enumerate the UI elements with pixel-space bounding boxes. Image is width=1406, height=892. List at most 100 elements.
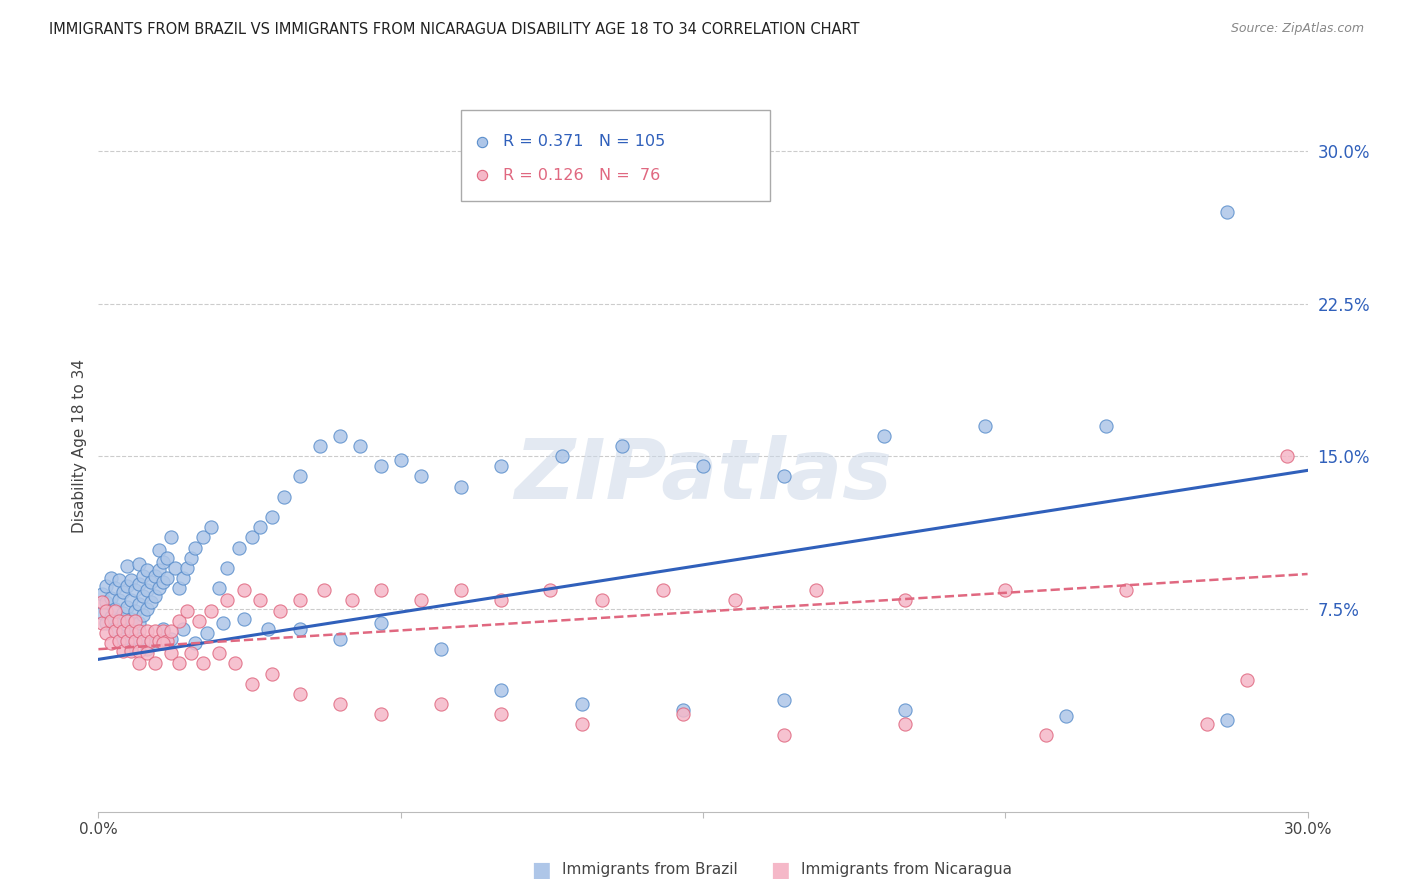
Point	[314, 583, 336, 598]
Point	[132, 607, 155, 622]
Y-axis label: Disability Age 18 to 34: Disability Age 18 to 34	[72, 359, 87, 533]
Point	[240, 677, 263, 691]
Point	[152, 624, 174, 638]
Point	[91, 595, 114, 609]
Point	[612, 439, 634, 453]
Point	[591, 593, 613, 607]
Point	[172, 622, 194, 636]
Point	[240, 530, 263, 544]
Point	[115, 558, 138, 573]
Point	[124, 614, 146, 628]
Point	[349, 439, 371, 453]
Point	[212, 615, 235, 630]
Point	[430, 642, 453, 657]
Point	[167, 581, 190, 595]
Point	[148, 581, 170, 595]
Point	[1236, 673, 1258, 687]
Point	[342, 593, 364, 607]
Point	[1195, 717, 1218, 731]
Point	[273, 490, 295, 504]
Point	[1035, 727, 1057, 741]
Point	[96, 579, 118, 593]
Point	[128, 557, 150, 571]
Point	[269, 604, 291, 618]
Point	[128, 644, 150, 658]
Point	[128, 632, 150, 646]
Point	[143, 569, 166, 583]
Point	[91, 606, 114, 620]
Point	[91, 587, 114, 601]
Point	[176, 561, 198, 575]
Point	[143, 636, 166, 650]
Point	[232, 583, 254, 598]
Point	[288, 469, 311, 483]
Point	[176, 604, 198, 618]
Point	[217, 593, 239, 607]
Point	[156, 634, 179, 648]
Point	[329, 697, 352, 711]
Point	[1277, 449, 1299, 463]
Point	[135, 624, 157, 638]
Point	[124, 604, 146, 618]
Point	[96, 615, 118, 630]
Point	[184, 541, 207, 555]
Text: R = 0.371   N = 105: R = 0.371 N = 105	[503, 134, 665, 149]
Point	[1216, 714, 1239, 728]
Text: ■: ■	[531, 860, 551, 880]
Point	[260, 510, 283, 524]
Point	[288, 593, 311, 607]
Point	[135, 563, 157, 577]
Point	[1095, 418, 1118, 433]
Point	[538, 583, 561, 598]
Point	[329, 429, 352, 443]
Point	[135, 583, 157, 598]
Point	[370, 583, 392, 598]
Point	[249, 520, 271, 534]
Point	[96, 604, 118, 618]
Point	[152, 636, 174, 650]
Text: ■: ■	[770, 860, 790, 880]
Point	[200, 604, 222, 618]
Point	[491, 593, 513, 607]
Point	[143, 624, 166, 638]
Text: Immigrants from Brazil: Immigrants from Brazil	[562, 863, 738, 877]
Point	[160, 632, 183, 646]
Point	[309, 439, 332, 453]
Point	[115, 614, 138, 628]
Point	[163, 561, 186, 575]
Point	[152, 575, 174, 590]
Point	[370, 615, 392, 630]
Point	[804, 583, 827, 598]
Point	[772, 469, 794, 483]
Point	[672, 703, 695, 717]
Point	[893, 717, 915, 731]
FancyBboxPatch shape	[461, 110, 769, 201]
Point	[491, 682, 513, 697]
Point	[107, 612, 129, 626]
Point	[224, 657, 246, 671]
Point	[132, 634, 155, 648]
Point	[188, 614, 211, 628]
Point	[107, 634, 129, 648]
Point	[128, 615, 150, 630]
Point	[772, 727, 794, 741]
Point	[100, 636, 122, 650]
Point	[135, 646, 157, 660]
Point	[1115, 583, 1137, 598]
Point	[148, 634, 170, 648]
Point	[193, 530, 215, 544]
Point	[409, 469, 432, 483]
Point	[873, 429, 896, 443]
Point	[772, 693, 794, 707]
Point	[260, 666, 283, 681]
Point	[389, 453, 412, 467]
Point	[156, 571, 179, 585]
Point	[107, 614, 129, 628]
Point	[103, 601, 125, 615]
Point	[124, 583, 146, 598]
Point	[491, 707, 513, 722]
Point	[200, 520, 222, 534]
Point	[132, 569, 155, 583]
Point	[893, 593, 915, 607]
Point	[409, 593, 432, 607]
